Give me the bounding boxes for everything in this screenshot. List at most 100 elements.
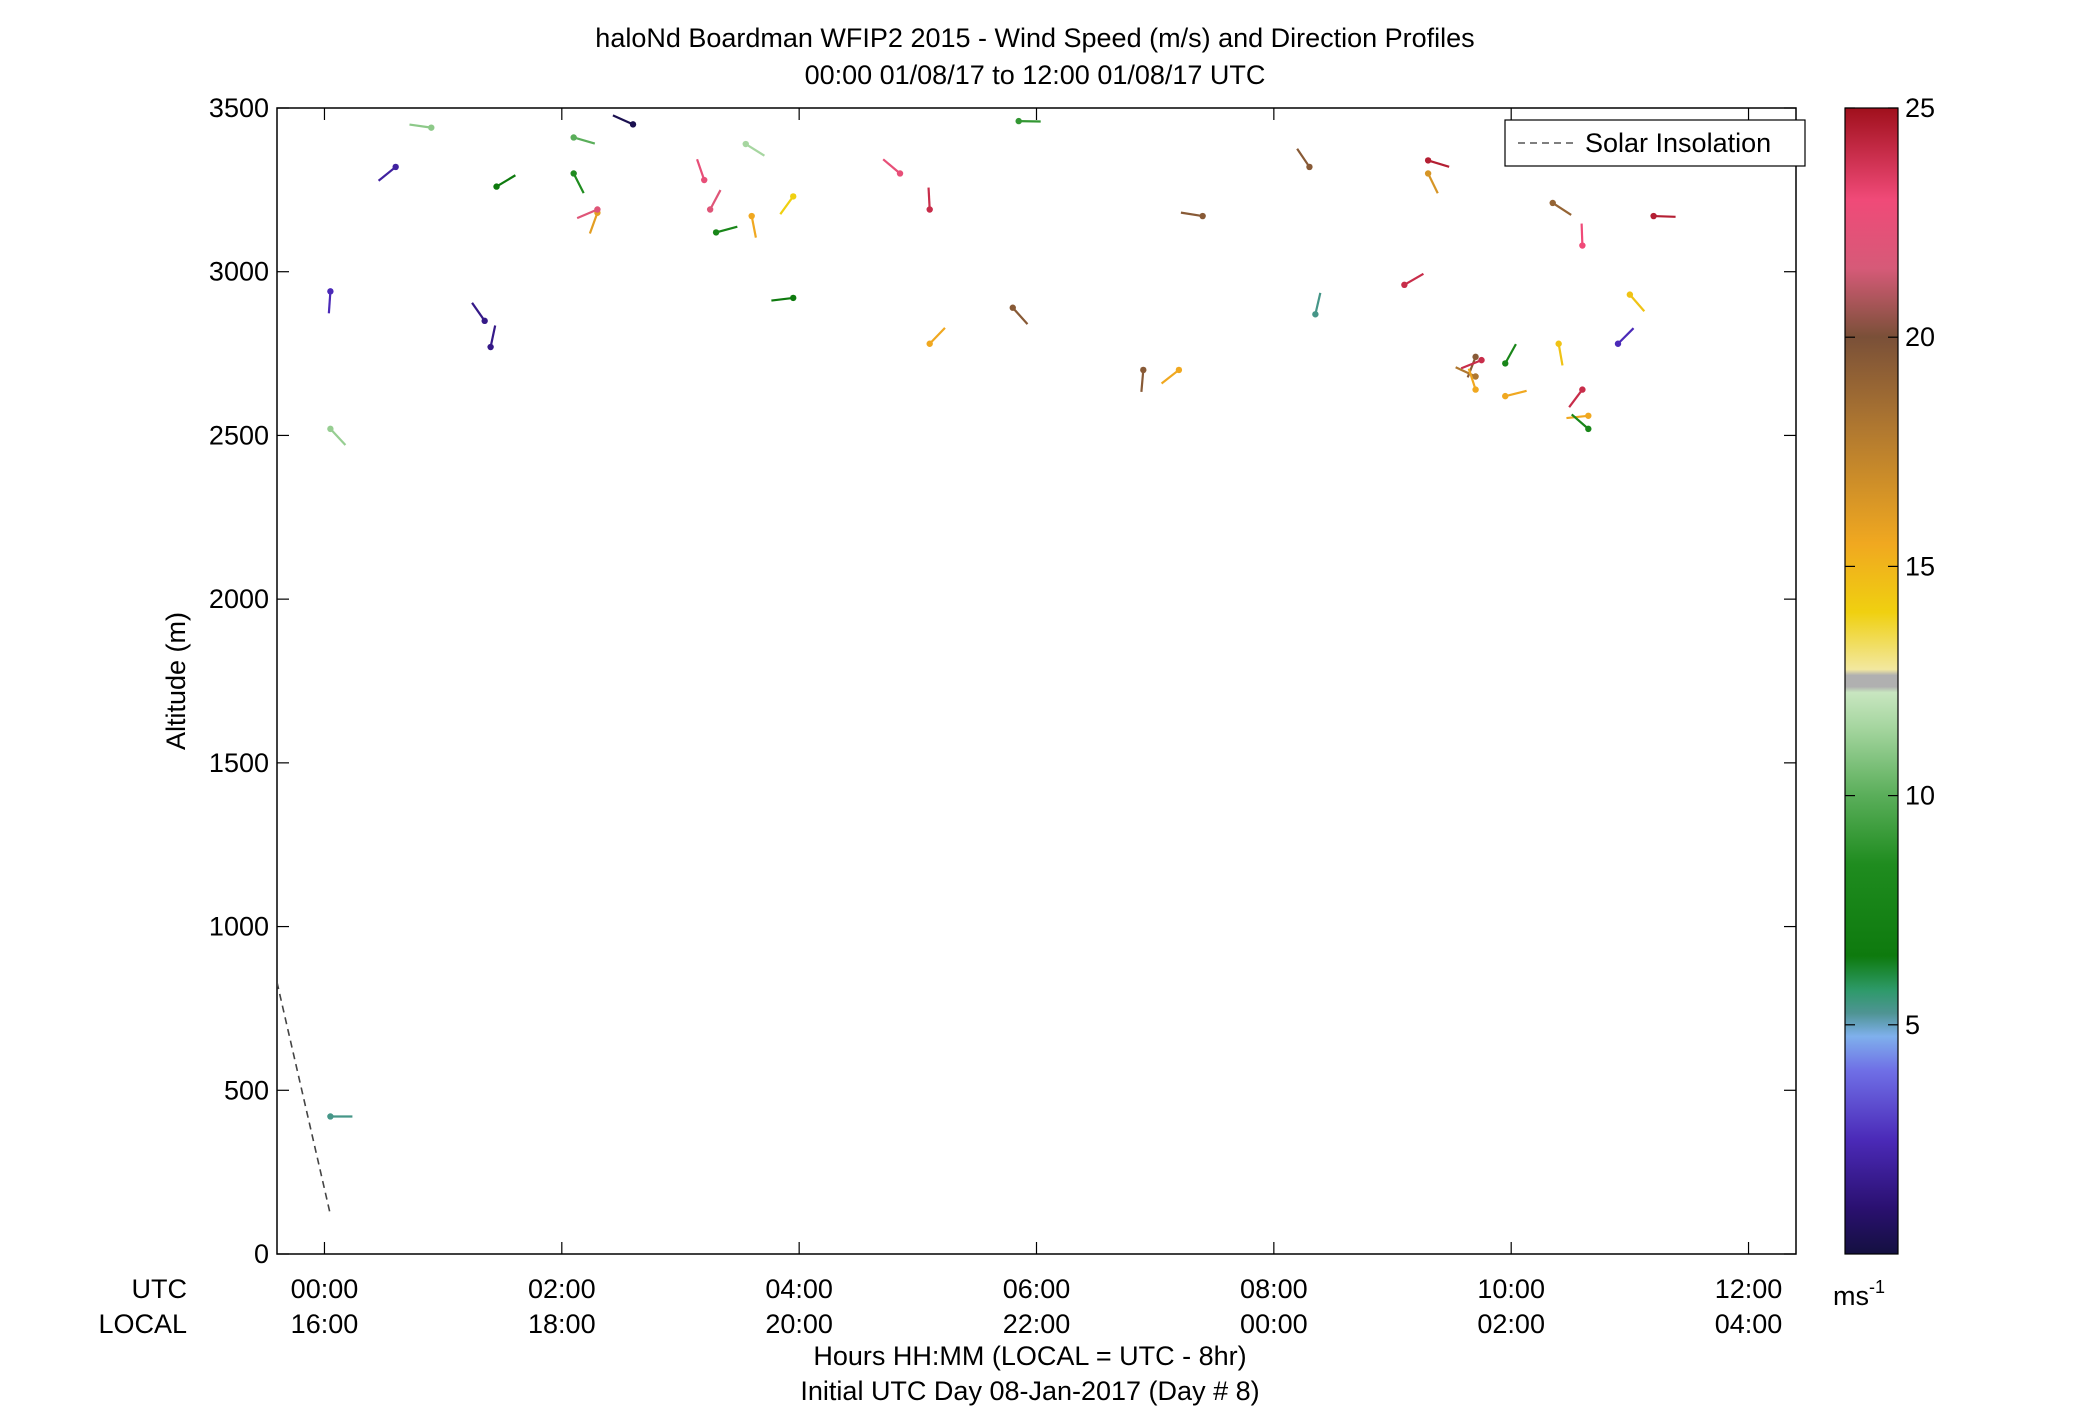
y-tick-label: 3000 [209, 257, 269, 287]
wind-barb-dot [392, 163, 399, 171]
wind-barb-shaft [1455, 366, 1477, 378]
wind-barb-shaft [1314, 292, 1322, 315]
wind-barb [1455, 366, 1479, 380]
wind-barb [409, 123, 435, 131]
wind-barb [1401, 272, 1424, 289]
colorbar-unit-exp: -1 [1869, 1277, 1885, 1297]
wind-barb-shaft [1427, 159, 1450, 168]
colorbar-ticks: 5 10 15 20 25 [1845, 93, 1935, 1040]
wind-barb-dot [1009, 304, 1016, 311]
wind-barb-shaft [612, 114, 634, 126]
wind-barb-shaft [696, 158, 706, 181]
wind-barb [1140, 366, 1147, 392]
wind-barb-shaft [771, 296, 794, 302]
wind-barb-shaft [409, 123, 432, 129]
x-tick-label-local: 04:00 [1715, 1309, 1783, 1339]
wind-barb [779, 193, 797, 215]
wind-barb-shaft [1653, 214, 1676, 218]
wind-barb-shaft [471, 302, 486, 322]
plot-area [276, 107, 1797, 1255]
wind-barb-dot [327, 288, 334, 295]
wind-barb-dot [1626, 291, 1634, 298]
wind-barb-dot [1614, 340, 1622, 347]
wind-barb [1568, 386, 1586, 408]
x-axis-label-day: Initial UTC Day 08-Jan-2017 (Day # 8) [800, 1376, 1259, 1406]
row-label-utc: UTC [132, 1274, 188, 1304]
wind-barb-shaft [1570, 413, 1590, 430]
wind-barb [1566, 412, 1592, 420]
wind-barb-shaft [1160, 369, 1180, 385]
wind-barb-dot [1015, 117, 1022, 125]
wind-barb-dot [790, 294, 797, 302]
wind-barb-shaft [1460, 359, 1482, 370]
wind-barb [576, 206, 601, 220]
wind-barb-dot [1549, 199, 1556, 207]
wind-barb [1424, 157, 1450, 168]
wind-barb [1570, 413, 1592, 433]
wind-barb [1296, 148, 1313, 171]
y-tick-label: 2000 [209, 584, 269, 614]
colorbar-unit: ms-1 [1833, 1277, 1885, 1311]
wind-barb-dot [1579, 242, 1586, 249]
wind-barb [1502, 343, 1517, 367]
wind-barb [570, 170, 585, 194]
wind-barb-shaft [1011, 306, 1029, 325]
wind-barb [1579, 223, 1586, 249]
y-tick-label: 500 [224, 1075, 269, 1105]
wind-barb [1549, 199, 1572, 216]
wind-barb [327, 288, 334, 314]
colorbar-gradient [1844, 107, 1899, 1255]
x-tick-label-local: 22:00 [1003, 1309, 1071, 1339]
wind-barb [1180, 211, 1206, 220]
wind-barb-shaft [882, 158, 901, 175]
wind-barb-dot [748, 212, 755, 220]
wind-barb-dot [428, 124, 435, 131]
wind-barb [570, 134, 596, 145]
colorbar-unit-base: ms [1833, 1281, 1869, 1311]
x-tick-label-utc: 10:00 [1477, 1274, 1545, 1304]
y-axis-ticks: 0 500 1000 1500 2000 2500 3000 3500 [209, 93, 1796, 1269]
wind-barb-dot [1502, 360, 1509, 367]
y-axis-label: Altitude (m) [161, 612, 191, 750]
x-tick-label-utc: 12:00 [1715, 1274, 1783, 1304]
wind-barb-dot [1140, 366, 1147, 374]
wind-barb-dot [1585, 412, 1592, 419]
wind-barb-shaft [1552, 202, 1572, 216]
wind-barb-dot [570, 134, 577, 141]
wind-barb-shaft [1568, 388, 1584, 408]
wind-barb-shaft [1403, 272, 1424, 286]
wind-barb-dot [742, 140, 749, 148]
wind-barb-shaft [329, 428, 347, 446]
colorbar-tick-label: 5 [1905, 1010, 1920, 1040]
wind-barb [487, 325, 497, 351]
wind-barb [1650, 212, 1676, 220]
x-tick-label-local: 18:00 [528, 1309, 596, 1339]
wind-barb-dot [594, 206, 601, 213]
wind-barb-shaft [928, 327, 946, 345]
wind-barb [1614, 327, 1635, 347]
wind-barb-dot [926, 206, 933, 213]
wind-barb-dot [570, 170, 577, 177]
wind-barb [696, 158, 708, 184]
colorbar-tick-label: 10 [1905, 781, 1935, 811]
x-tick-label-utc: 04:00 [765, 1274, 833, 1304]
wind-barb [327, 1113, 353, 1120]
wind-barb-shaft [489, 325, 497, 348]
wind-barb-shaft [588, 212, 599, 234]
x-tick-label-utc: 02:00 [528, 1274, 596, 1304]
legend: Solar Insolation [1504, 119, 1806, 167]
wind-barb-shaft [779, 195, 795, 215]
wind-barb [493, 174, 516, 190]
wind-barb-dot [629, 121, 637, 128]
wind-barb [748, 212, 757, 238]
wind-barb [1555, 340, 1564, 366]
y-tick-label: 1000 [209, 912, 269, 942]
wind-barb [926, 187, 933, 213]
wind-barb-shaft [1427, 173, 1439, 194]
chart-subtitle: 00:00 01/08/17 to 12:00 01/08/17 UTC [805, 60, 1266, 90]
wind-barb-dot [327, 1113, 334, 1120]
wind-barb-dot [1306, 163, 1313, 171]
wind-barb [471, 302, 488, 325]
wind-barb-dot [327, 425, 334, 433]
colorbar-tick-label: 25 [1905, 93, 1935, 123]
